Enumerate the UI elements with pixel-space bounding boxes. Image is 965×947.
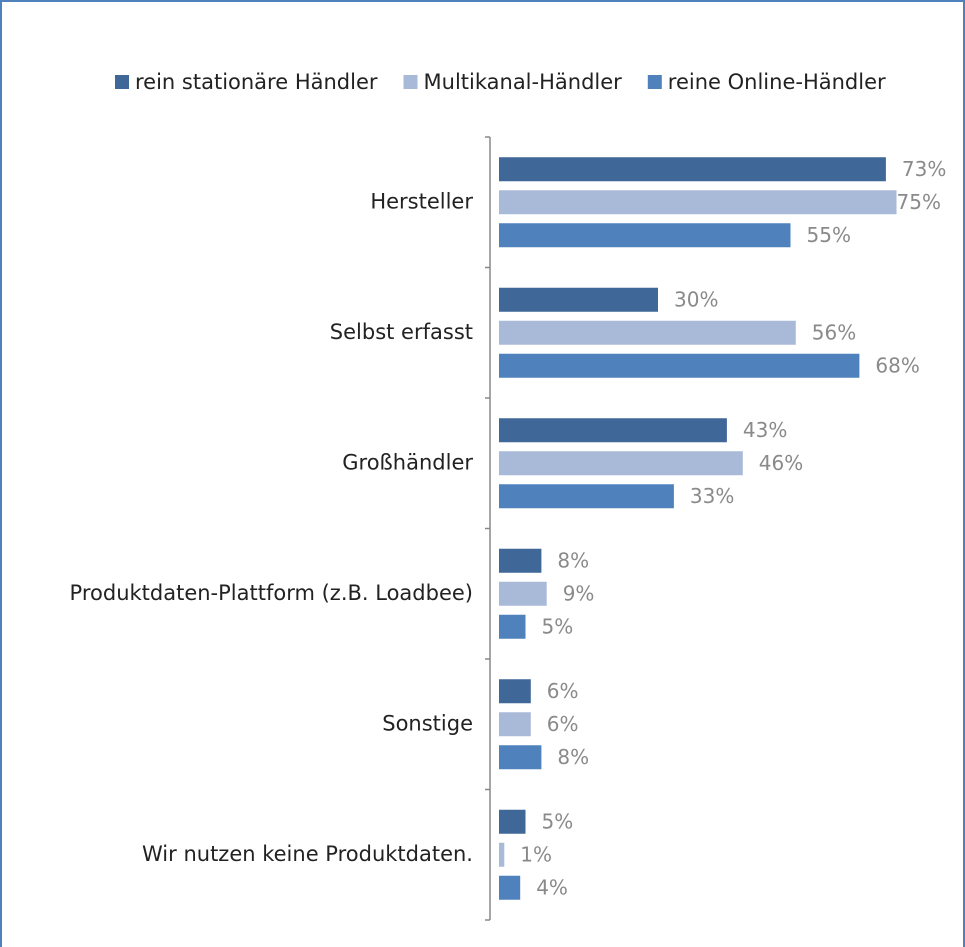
value-label: 6% — [547, 679, 579, 703]
value-label: 46% — [759, 451, 803, 475]
value-label: 8% — [557, 548, 589, 572]
bar — [499, 190, 897, 215]
category-label: Wir nutzen keine Produktdaten. — [142, 842, 473, 866]
bar — [499, 875, 521, 900]
bar — [499, 157, 886, 182]
legend-swatch — [403, 75, 418, 89]
legend-label: rein stationäre Händler — [135, 70, 378, 94]
bar — [499, 842, 505, 867]
value-label: 75% — [897, 190, 941, 214]
bar — [499, 484, 674, 509]
legend-label: reine Online-Händler — [668, 70, 886, 94]
category-label: Sonstige — [382, 711, 473, 735]
bar — [499, 223, 791, 248]
value-label: 5% — [542, 614, 574, 638]
bar — [499, 679, 531, 704]
bar — [499, 548, 542, 573]
value-label: 4% — [536, 875, 568, 899]
bar — [499, 418, 727, 443]
value-label: 43% — [743, 418, 787, 442]
bar — [499, 581, 547, 606]
legend-swatch — [647, 75, 662, 89]
value-label: 55% — [807, 223, 851, 247]
bar — [499, 287, 658, 312]
category-label: Produktdaten-Plattform (z.B. Loadbee) — [70, 581, 473, 605]
value-label: 1% — [520, 842, 552, 866]
value-label: 5% — [542, 809, 574, 833]
legend-label: Multikanal-Händler — [424, 70, 623, 94]
value-label: 73% — [902, 157, 946, 181]
legend: rein stationäre Händler Multikanal-Händle… — [115, 70, 886, 94]
value-label: 33% — [690, 484, 734, 508]
bar — [499, 320, 796, 345]
value-label: 56% — [812, 320, 856, 344]
value-label: 30% — [674, 287, 718, 311]
value-label: 68% — [875, 353, 919, 377]
value-label: 9% — [563, 581, 595, 605]
bar — [499, 745, 542, 770]
category-label: Selbst erfasst — [330, 320, 473, 344]
bar — [499, 712, 531, 737]
value-label: 8% — [557, 745, 589, 769]
bar — [499, 353, 860, 378]
category-label: Hersteller — [370, 189, 473, 213]
category-label: Großhändler — [342, 450, 473, 474]
legend-swatch — [115, 75, 129, 89]
value-label: 6% — [547, 712, 579, 736]
bar — [499, 809, 526, 834]
plot: Hersteller 73% 75% 55% Selbst erfasst 30% 56% 6… — [70, 136, 946, 921]
bar — [499, 614, 526, 639]
bar — [499, 451, 743, 476]
